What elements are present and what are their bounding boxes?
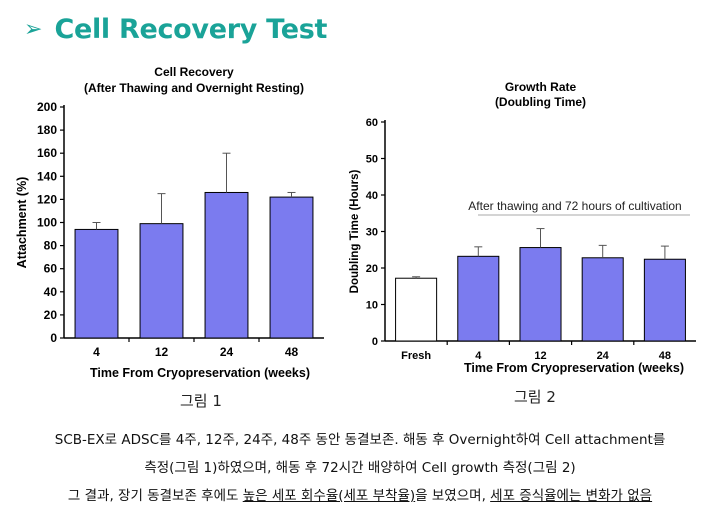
description-line-3-part-a: 그 결과, 장기 동결보존 후에도 xyxy=(67,488,243,504)
bar xyxy=(643,258,686,342)
description-line-1: SCB-EX로 ADSC를 4주, 12주, 24주, 48주 동안 동결보존.… xyxy=(54,432,666,448)
y-tick-label: 20 xyxy=(44,308,58,322)
x-axis-label: Time From Cryopreservation (weeks) xyxy=(90,366,310,380)
y-tick-label: 10 xyxy=(366,300,378,312)
description-line-3-part-c: 을 보였으며, xyxy=(415,488,491,504)
bar xyxy=(519,247,562,342)
y-tick-label: 140 xyxy=(37,169,57,183)
arrow-bullet-icon: ➢ xyxy=(24,17,43,42)
bar xyxy=(395,277,438,342)
y-tick-label: 100 xyxy=(37,216,57,230)
y-tick-label: 180 xyxy=(37,123,57,137)
y-tick-label: 80 xyxy=(44,239,58,253)
description-line-3: 그 결과, 장기 동결보존 후에도 높은 세포 회수율(세포 부착율)을 보였으… xyxy=(0,484,720,504)
y-axis-label: Attachment (%) xyxy=(15,177,29,269)
chart-subtitle: (After Thawing and Overnight Resting) xyxy=(84,81,304,95)
y-tick-label: 50 xyxy=(366,154,378,166)
x-tick-label: 4 xyxy=(93,345,100,359)
y-tick-label: 0 xyxy=(50,331,57,345)
annotation-label: After thawing and 72 hours of cultivatio… xyxy=(468,199,681,213)
x-tick-label: 4 xyxy=(475,350,482,362)
section-title: Cell Recovery Test xyxy=(54,14,328,45)
y-tick-label: 40 xyxy=(366,190,378,202)
x-tick-label: 24 xyxy=(597,350,610,362)
x-tick-label: 12 xyxy=(534,350,546,362)
bar xyxy=(204,191,249,339)
x-tick-label: 24 xyxy=(220,345,234,359)
chart-subtitle: (Doubling Time) xyxy=(495,95,586,109)
y-tick-label: 200 xyxy=(37,100,57,114)
description-highlight-proliferation: 세포 증식율에는 변화가 없음 xyxy=(490,488,653,504)
figure2-caption: 그림 2 xyxy=(514,388,556,406)
x-tick-label: 48 xyxy=(285,345,299,359)
y-tick-label: 0 xyxy=(372,336,378,348)
bar xyxy=(139,223,184,339)
section-heading: ➢ Cell Recovery Test xyxy=(24,14,327,45)
x-tick-label: 48 xyxy=(659,350,671,362)
bar xyxy=(269,196,314,339)
y-tick-label: 60 xyxy=(44,262,58,276)
y-tick-label: 40 xyxy=(44,285,58,299)
x-tick-label: 12 xyxy=(155,345,169,359)
bar xyxy=(457,255,500,342)
y-tick-label: 20 xyxy=(366,263,378,275)
description-line-2: 측정(그림 1)하였으며, 해동 후 72시간 배양하여 Cell growth… xyxy=(144,460,576,476)
bar xyxy=(74,228,119,339)
description-highlight-recovery: 높은 세포 회수율(세포 부착율) xyxy=(242,488,416,504)
x-axis-label: Time From Cryopreservation (weeks) xyxy=(464,361,684,375)
chart-cell-recovery: Cell Recovery (After Thawing and Overnigh… xyxy=(15,65,324,380)
y-tick-label: 120 xyxy=(37,192,57,206)
y-tick-label: 160 xyxy=(37,146,57,160)
chart-title: Cell Recovery xyxy=(154,65,234,79)
chart-growth-rate: Growth Rate(Doubling Time) 0 10 20 30 40 50 60 F… xyxy=(349,80,696,375)
y-tick-label: 60 xyxy=(366,117,378,129)
x-tick-label: Fresh xyxy=(401,350,431,362)
chart-title: Growth Rate xyxy=(505,80,577,94)
figure1-caption: 그림 1 xyxy=(180,392,222,410)
bar xyxy=(581,257,624,342)
y-tick-label: 30 xyxy=(366,227,378,239)
y-axis-label: Doubling Time (Hours) xyxy=(349,169,361,293)
